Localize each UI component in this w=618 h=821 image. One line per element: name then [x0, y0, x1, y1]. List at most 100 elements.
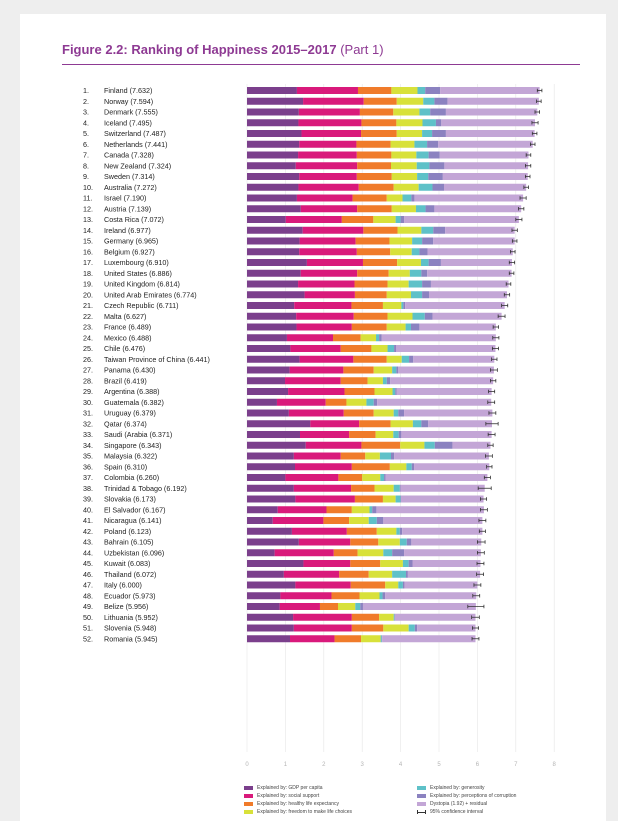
bar-segment	[392, 366, 397, 374]
bar-segment	[409, 269, 422, 277]
bar-segment	[359, 420, 391, 428]
bar-segment	[380, 474, 385, 481]
bar-segment	[340, 345, 372, 352]
bar-segment	[416, 151, 429, 159]
bar-segment	[434, 441, 453, 449]
country-label: Poland (6.123)	[104, 527, 151, 536]
bar-segment	[428, 151, 440, 159]
bar-segment	[247, 216, 286, 223]
bar-segment	[404, 581, 478, 589]
rank-label: 10.	[83, 183, 93, 192]
country-label: Taiwan Province of China (6.441)	[104, 355, 210, 364]
bar-segment	[422, 237, 434, 245]
country-label: Uzbekistan (6.096)	[104, 548, 164, 557]
bar-segment	[401, 431, 492, 438]
bar-segment	[422, 280, 431, 288]
country-label: Austria (7.139)	[104, 204, 151, 213]
bar-segment	[361, 441, 401, 449]
bar-segment	[399, 527, 403, 535]
bar-segment	[304, 291, 355, 299]
bar-segment	[397, 259, 421, 266]
country-label: Colombia (6.260)	[104, 473, 159, 482]
bar-segment	[406, 463, 412, 471]
x-tick-label: 7	[514, 762, 518, 768]
bar-segment	[428, 420, 492, 428]
bar-segment	[398, 431, 402, 438]
bar-segment	[346, 398, 367, 406]
bar-segment	[376, 527, 397, 535]
bar-segment	[423, 97, 435, 105]
bar-segment	[247, 280, 299, 288]
country-label: Lithuania (5.952)	[104, 613, 158, 622]
bar-segment	[358, 183, 394, 191]
bar-segment	[296, 312, 354, 320]
bar-segment	[350, 560, 381, 567]
rank-label: 16.	[83, 247, 93, 256]
rank-label: 43.	[83, 538, 93, 547]
bar-segment	[438, 140, 533, 148]
country-label: Belize (5.956)	[104, 602, 148, 611]
bar-segment	[419, 108, 431, 116]
bar-segment	[409, 355, 414, 363]
bar-segment	[402, 581, 405, 589]
bar-segment	[417, 624, 476, 632]
bar-segment	[400, 441, 425, 449]
country-label: Panama (6.430)	[104, 366, 156, 375]
legend-swatch	[417, 794, 426, 798]
bar-segment	[247, 302, 295, 309]
bar-segment	[290, 345, 341, 352]
country-label: Bahrain (6.105)	[104, 538, 154, 547]
bar-segment	[293, 613, 352, 621]
bar-segment	[434, 97, 448, 105]
bar-segment	[387, 345, 395, 352]
country-label: Nicaragua (6.141)	[104, 516, 162, 525]
legend-item: Explained by: social support	[244, 792, 319, 800]
bar-segment	[376, 334, 380, 342]
bar-segment	[247, 495, 296, 503]
bar-segment	[247, 420, 311, 428]
rank-label: 39.	[83, 495, 93, 504]
bar-segment	[429, 162, 445, 170]
bar-segment	[247, 366, 290, 374]
x-tick-label: 8	[553, 762, 557, 768]
country-label: United Kingdom (6.814)	[104, 280, 180, 289]
rank-label: 47.	[83, 581, 93, 590]
rank-label: 23.	[83, 323, 93, 332]
x-tick-label: 4	[399, 762, 403, 768]
bar-segment	[357, 269, 389, 277]
bar-segment	[404, 549, 481, 557]
bar-segment	[403, 302, 406, 309]
bar-segment	[386, 291, 411, 299]
bar-segment	[394, 613, 476, 621]
bar-segment	[366, 398, 374, 406]
bar-segment	[373, 366, 393, 374]
country-label: Canada (7.328)	[104, 151, 154, 160]
bar-segment	[340, 452, 366, 460]
rank-label: 28.	[83, 376, 93, 385]
bar-segment	[247, 570, 284, 578]
bar-segment	[359, 108, 394, 116]
bar-segment	[396, 388, 492, 395]
bar-segment	[351, 624, 384, 632]
bar-segment	[299, 248, 357, 256]
bar-segment	[247, 87, 297, 94]
rank-label: 21.	[83, 301, 93, 310]
bar-segment	[357, 205, 392, 213]
bar-segment	[351, 506, 370, 514]
bar-segment	[379, 592, 383, 600]
figure-title-main: Figure 2.2: Ranking of Happiness 2015–20…	[62, 42, 337, 57]
legend-label: Explained by: freedom to make life choic…	[257, 809, 353, 815]
bar-segment	[397, 226, 422, 234]
bar-segment	[401, 302, 404, 309]
bar-segment	[247, 549, 275, 557]
rank-label: 29.	[83, 387, 93, 396]
bar-segment	[411, 194, 415, 202]
bar-segment	[383, 549, 393, 557]
legend-swatch	[244, 810, 253, 814]
legend-swatch	[417, 786, 426, 790]
bar-segment	[386, 194, 403, 202]
bar-segment	[433, 237, 515, 245]
bar-segment	[368, 517, 377, 524]
rank-label: 22.	[83, 312, 93, 321]
legend-label: Explained by: perceptions of corruption	[430, 793, 517, 799]
